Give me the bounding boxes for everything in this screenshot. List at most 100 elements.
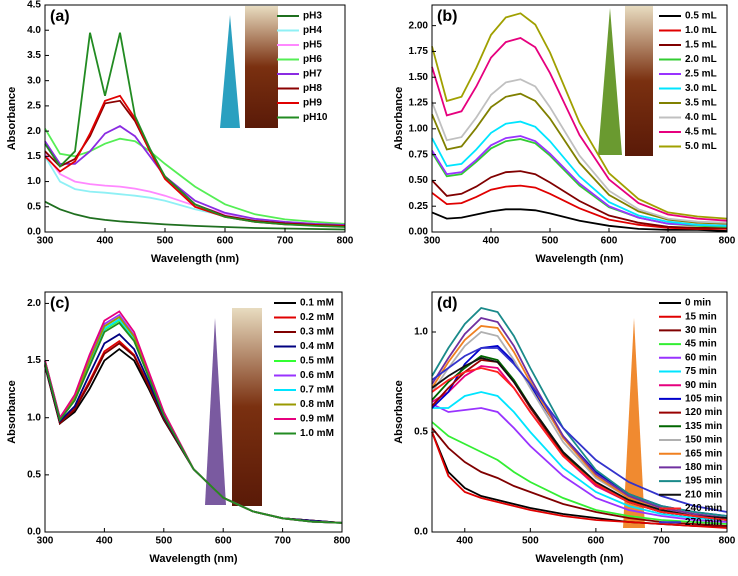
series-line	[44, 200, 346, 231]
x-tick-label: 400	[96, 536, 113, 547]
inset-triangle	[598, 8, 622, 155]
inset-triangle	[205, 318, 226, 505]
panel-label: (c)	[50, 295, 70, 312]
y-tick-label: 0.5	[27, 469, 41, 480]
legend-label: 165 min	[685, 448, 722, 459]
y-tick-label: 1.5	[27, 151, 41, 162]
legend-label: 240 min	[685, 503, 722, 514]
x-tick-label: 500	[155, 536, 172, 547]
legend-label: 0.2 mM	[300, 312, 334, 323]
insets	[205, 6, 653, 528]
legend-label: 0.3 mM	[300, 327, 334, 338]
legend-label: 1.0 mL	[685, 25, 717, 36]
inset-triangle	[623, 318, 645, 528]
plot-frame	[431, 4, 728, 233]
series-line	[431, 135, 728, 227]
plot-frame	[44, 4, 346, 233]
x-axis-title: Wavelength (nm)	[535, 253, 624, 265]
series-line	[431, 345, 728, 517]
series-line	[44, 155, 346, 227]
plot-frame	[431, 291, 728, 533]
x-tick-label: 600	[217, 236, 234, 247]
inset-photo	[625, 6, 653, 156]
y-tick-label: 3.5	[27, 50, 41, 61]
legend-label: 0.5 mM	[300, 356, 334, 367]
y-tick-label: 0.5	[414, 427, 428, 438]
x-axis-title: Wavelength (nm)	[535, 553, 624, 565]
y-tick-label: 0.75	[409, 149, 429, 160]
series-line	[431, 12, 728, 220]
x-tick-label: 500	[542, 236, 559, 247]
series-line	[431, 120, 728, 227]
x-tick-label: 800	[334, 536, 351, 547]
series-line	[431, 325, 728, 519]
series-line	[431, 431, 728, 529]
legend-label: 3.5 mL	[685, 98, 717, 109]
legend-label: 30 min	[685, 325, 717, 336]
panel-label: (d)	[437, 295, 457, 312]
legend-label: pH8	[303, 83, 322, 94]
legend-label: 4.5 mL	[685, 127, 717, 138]
y-tick-label: 0.5	[27, 201, 41, 212]
x-axis-title: Wavelength (nm)	[149, 553, 238, 565]
y-tick-label: 1.25	[409, 98, 429, 109]
y-axis-title: Absorbance	[6, 380, 18, 444]
series-line	[44, 310, 343, 524]
legend-label: 0.6 mM	[300, 370, 334, 381]
series-line	[431, 357, 728, 519]
x-tick-label: 600	[601, 236, 618, 247]
series-line	[431, 92, 728, 225]
series-line	[431, 421, 728, 525]
y-tick-label: 1.5	[27, 355, 41, 366]
legend-label: 75 min	[685, 366, 717, 377]
x-axis-title: Wavelength (nm)	[151, 253, 240, 265]
legend-label: 180 min	[685, 462, 722, 473]
y-tick-label: 1.0	[27, 412, 41, 423]
series-line	[431, 367, 728, 521]
legend-label: 90 min	[685, 380, 717, 391]
series-line	[44, 315, 343, 524]
x-tick-label: 600	[215, 536, 232, 547]
legend-label: pH9	[303, 98, 322, 109]
plot-frame	[44, 291, 343, 533]
series-line	[44, 313, 343, 524]
y-tick-label: 1.00	[409, 123, 429, 134]
y-tick-label: 1.0	[27, 176, 41, 187]
inset-photo	[232, 308, 262, 506]
x-tick-label: 300	[37, 236, 54, 247]
legend-label: 1.0 mM	[300, 428, 334, 439]
legend-label: 2.5 mL	[685, 69, 717, 80]
series-line	[431, 78, 728, 224]
x-tick-label: 300	[424, 236, 441, 247]
legend-label: 105 min	[685, 394, 722, 405]
series-line	[431, 37, 728, 222]
legend-label: 0.1 mM	[300, 298, 334, 309]
legend-label: 2.0 mL	[685, 54, 717, 65]
y-tick-label: 1.75	[409, 46, 429, 57]
series-line	[44, 32, 346, 228]
legend-label: 0 min	[685, 298, 711, 309]
legend-label: 270 min	[685, 517, 722, 528]
y-tick-label: 0.00	[409, 227, 429, 238]
legend-label: pH6	[303, 54, 322, 65]
legend-label: 45 min	[685, 339, 717, 350]
y-tick-label: 0.50	[409, 175, 429, 186]
legend-label: 3.0 mL	[685, 83, 717, 94]
legend-label: 4.0 mL	[685, 112, 717, 123]
series-line	[431, 184, 727, 230]
legend-label: 1.5 mL	[685, 40, 717, 51]
panel-label: (a)	[50, 8, 70, 25]
series-line	[431, 208, 728, 232]
series-line	[44, 342, 343, 524]
y-tick-label: 2.5	[27, 101, 41, 112]
y-axis-title: Absorbance	[6, 87, 18, 151]
legend-label: 5.0 mL	[685, 141, 717, 152]
x-tick-label: 400	[483, 236, 500, 247]
x-tick-label: 700	[277, 236, 294, 247]
y-tick-label: 4.5	[27, 0, 41, 11]
series-line	[44, 321, 343, 524]
series-line	[431, 347, 728, 513]
inset-triangle	[220, 15, 240, 128]
